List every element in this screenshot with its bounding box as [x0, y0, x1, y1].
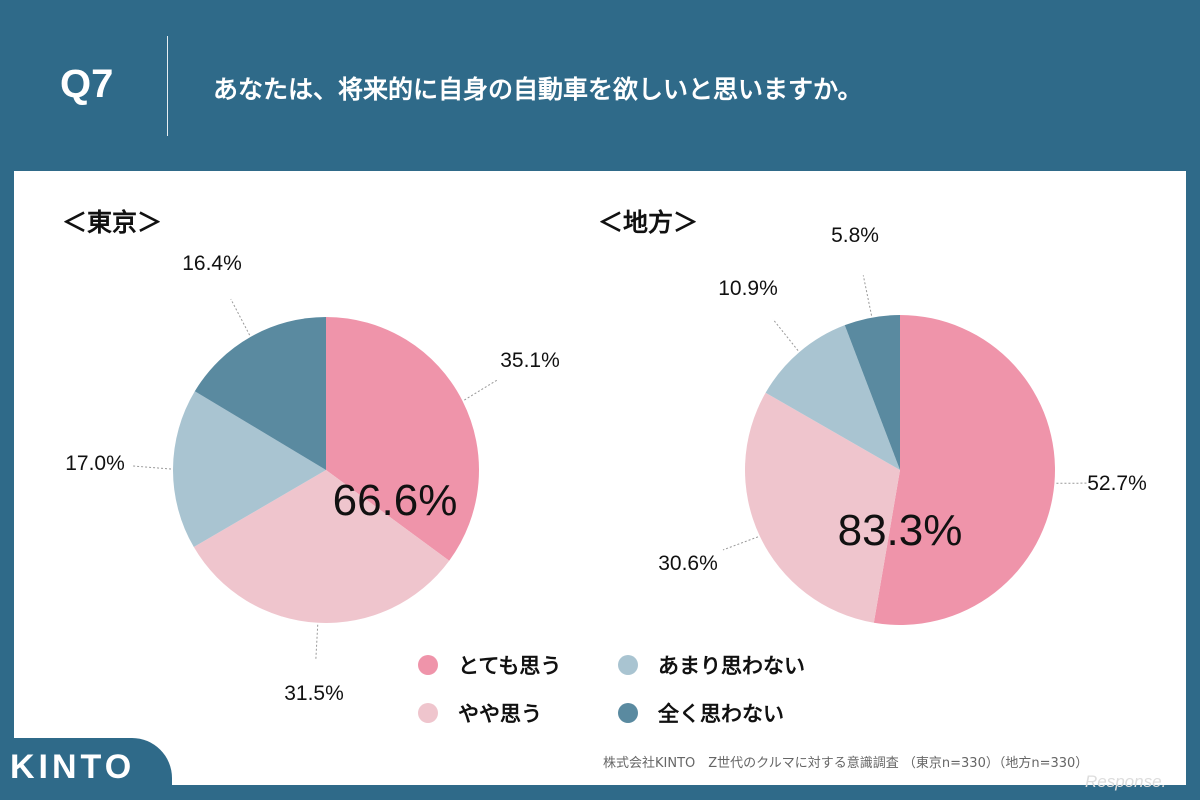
legend-label: やや思う [458, 702, 542, 726]
pie-slice [194, 317, 326, 470]
total-positive-label: 83.3% [838, 506, 963, 555]
leader-line [315, 624, 319, 659]
legend-label: とても思う [458, 654, 562, 678]
legend-item: とても思う [418, 650, 561, 680]
logo-tab [0, 738, 172, 800]
pie-slice [193, 470, 450, 623]
data-label: 35.1% [500, 349, 560, 372]
pie-slice [765, 325, 900, 470]
leader-line [772, 318, 799, 351]
leader-line [722, 536, 759, 551]
tokyo-title: ＜東京＞ [62, 208, 163, 237]
legend-label: 全く思わない [658, 702, 784, 726]
data-label: 30.6% [658, 552, 718, 575]
data-label: 10.9% [718, 277, 778, 300]
pie-slice [326, 317, 479, 561]
legend-swatch [418, 703, 438, 723]
data-label: 17.0% [65, 452, 125, 475]
divider [167, 36, 168, 136]
pie-slice [173, 391, 326, 548]
bottom-band [0, 785, 1200, 800]
legend-item: あまり思わない [618, 650, 805, 680]
legend-swatch [618, 703, 638, 723]
question-title: あなたは、将来的に自身の自動車を欲しいと思いますか。 [213, 75, 863, 104]
leader-line [132, 465, 172, 470]
watermark: Response. [1085, 772, 1167, 791]
legend-swatch [418, 655, 438, 675]
legend-swatch [618, 655, 638, 675]
legend-item: 全く思わない [618, 698, 784, 728]
kinto-logo: KINTO [10, 748, 136, 786]
pie-slice [745, 392, 900, 623]
leader-line [230, 298, 251, 336]
pie-slice [844, 315, 900, 470]
source-note: 株式会社KINTO Z世代のクルマに対する意識調査 （東京n=330）（地方n=… [603, 756, 1089, 771]
leader-line [862, 275, 873, 316]
total-positive-label: 66.6% [333, 476, 458, 525]
data-label: 31.5% [284, 682, 344, 705]
question-number: Q7 [60, 62, 114, 106]
pie-slice [873, 315, 1056, 625]
leader-line [464, 379, 498, 401]
legend-item: やや思う [418, 698, 542, 728]
data-label: 52.7% [1087, 472, 1147, 495]
data-label: 5.8% [831, 224, 879, 247]
data-label: 16.4% [182, 252, 242, 275]
chiho-title: ＜地方＞ [598, 208, 699, 237]
legend-label: あまり思わない [658, 654, 805, 678]
